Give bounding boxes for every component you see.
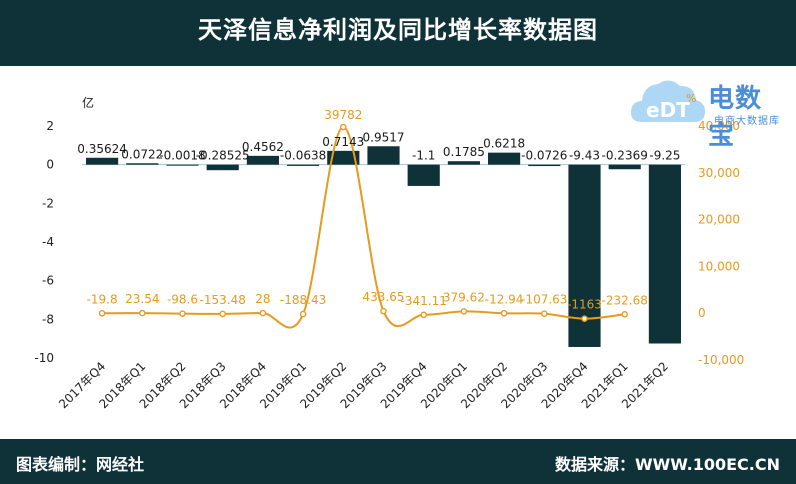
bars-layer [86, 146, 681, 347]
right-axis-tick-label: -10,000 [698, 353, 744, 367]
left-axis-tick-label: -2 [42, 196, 54, 210]
growth-rate-point [581, 315, 588, 322]
left-axis-tick-label: -6 [42, 274, 54, 288]
growth-rate-point [500, 309, 508, 317]
logo-subtext: 电商大数据库 [714, 116, 780, 127]
line-data-label: 23.54 [125, 292, 159, 306]
chart-title: 天泽信息净利润及同比增长率数据图 [198, 16, 598, 44]
growth-rate-line [102, 126, 625, 329]
bar-data-label: -9.43 [569, 149, 600, 163]
bar [246, 155, 279, 165]
line-data-label: -107.63 [521, 293, 567, 307]
line-layer [98, 123, 629, 329]
bar [608, 164, 641, 170]
left-axis-tick-label: -8 [42, 312, 54, 326]
bar-data-label: -0.2369 [602, 149, 648, 163]
bar-data-label: 0.7143 [322, 135, 364, 149]
growth-rate-point [621, 310, 629, 318]
growth-rate-point [259, 309, 267, 317]
left-axis-unit: 亿 [82, 95, 94, 110]
bar [648, 164, 681, 344]
bar [528, 164, 561, 167]
growth-rate-point [138, 309, 146, 317]
bar [367, 146, 400, 165]
line-data-label: 39782 [324, 108, 362, 122]
line-data-label: -232.68 [602, 293, 648, 307]
right-axis-tick-label: 20,000 [698, 213, 740, 227]
bar-data-label: -1.1 [412, 149, 435, 163]
bar-data-label: -9.25 [649, 149, 680, 163]
bar-data-label: -0.28525 [196, 149, 250, 163]
bar [206, 164, 239, 171]
left-axis-tick-label: 0 [46, 158, 54, 172]
cloud-edt-logo-icon: eDT % [630, 80, 706, 122]
bar-data-label: 0.35624 [77, 142, 127, 156]
svg-text:eDT: eDT [646, 98, 690, 122]
footer-credit: 图表编制：网经社 [16, 455, 145, 474]
line-data-label: -153.48 [200, 293, 246, 307]
growth-rate-point [380, 307, 387, 315]
bar-data-label: 0.0722 [121, 147, 163, 161]
left-axis-tick-label: -4 [42, 235, 54, 249]
right-axis-tick-label: 40,000 [698, 119, 740, 133]
chart: 亿 2 0 -2 -4 -6 -8 -10 40,000 30,000 20,000 10,000 0 -… [34, 95, 744, 411]
bar [86, 157, 119, 165]
line-data-label: -1163 [567, 298, 602, 312]
bar-data-label: -0.0018 [159, 149, 205, 163]
bar-data-label: 0.6218 [483, 137, 525, 151]
line-data-label: 433.65 [363, 290, 405, 304]
bar [407, 164, 440, 186]
growth-rate-point [179, 310, 186, 317]
logo-text: 电数宝 [708, 84, 763, 151]
bar-data-label: 0.1785 [443, 145, 485, 159]
bar [166, 164, 199, 166]
line-data-label: -98.6 [167, 293, 198, 307]
line-data-label: -188.43 [280, 293, 326, 307]
bar [126, 163, 159, 165]
growth-rate-point [219, 310, 226, 318]
bar-data-label: -0.0638 [280, 149, 326, 163]
growth-rate-point [460, 308, 468, 315]
growth-rate-point [299, 310, 307, 318]
line-data-label: -341.11 [401, 294, 447, 308]
bar [447, 161, 480, 165]
line-data-label: 379.62 [443, 290, 485, 304]
svg-text:%: % [686, 92, 696, 105]
line-data-label: -19.8 [87, 292, 118, 306]
bar [488, 152, 521, 165]
line-data-label: -12.94 [485, 292, 524, 306]
bar-data-label: 0.4562 [242, 140, 284, 154]
growth-rate-point [339, 123, 347, 131]
footer-source: 数据来源：WWW.100EC.CN [554, 455, 780, 474]
right-axis-tick-label: 0 [698, 306, 706, 320]
bar-data-label: -0.0726 [521, 149, 567, 163]
left-axis-tick-label: 2 [46, 119, 54, 133]
growth-rate-point [420, 311, 428, 319]
right-axis-tick-label: 30,000 [698, 166, 740, 180]
bar [287, 164, 320, 166]
left-axis-tick-label: -10 [34, 351, 54, 365]
title-bar [0, 0, 796, 66]
growth-rate-point [98, 309, 106, 317]
footer-bar [0, 439, 796, 484]
bar-data-label: 0.9517 [363, 130, 405, 144]
bar [327, 150, 360, 165]
line-data-label: 28 [255, 292, 270, 306]
right-axis-tick-label: 10,000 [698, 259, 740, 273]
labels-layer: 0.356240.0722-0.0018-0.285250.4562-0.063… [77, 108, 680, 312]
logo: eDT % 电数宝 电商大数据库 [628, 72, 788, 151]
growth-rate-point [541, 310, 548, 318]
